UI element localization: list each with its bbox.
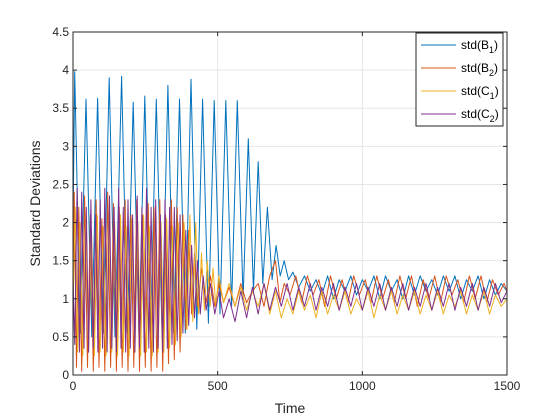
legend-label-text: std(C: [461, 84, 490, 98]
axis-ticks: 0 500 1000 1500 0 0.5 1 1.5 2 2.5 3 3.5 4 4.5: [52, 25, 520, 393]
series-lines: [72, 71, 508, 372]
legend-label-close: ): [495, 84, 499, 98]
x-axis-label: Time: [275, 400, 306, 416]
y-tick-label: 3: [62, 139, 69, 153]
legend-label-text: std(C: [461, 107, 490, 121]
legend-box: [415, 32, 504, 127]
y-tick-label: 2.5: [52, 177, 69, 191]
x-tick-label: 1500: [494, 379, 521, 393]
series-line-4: [72, 187, 508, 353]
legend-label-text: std(B: [461, 61, 489, 75]
legend-label-subscript: 1: [489, 45, 494, 55]
legend-label-1: std(B1): [461, 38, 498, 55]
legend-label-subscript: 1: [490, 91, 495, 101]
legend-label-text: std(B: [461, 38, 489, 52]
y-tick-label: 3.5: [52, 101, 69, 115]
legend-label-subscript: 2: [489, 68, 494, 78]
series-line-1: [72, 71, 508, 338]
plot-frame: [72, 31, 508, 376]
y-tick-label: 4.5: [52, 25, 69, 39]
x-tick-label: 0: [70, 379, 77, 393]
legend-label-close: ): [495, 107, 499, 121]
y-tick-label: 1.5: [52, 254, 69, 268]
y-tick-label: 2: [62, 216, 69, 230]
legend-label-4: std(C2): [461, 107, 499, 124]
y-tick-label: 0.5: [52, 330, 69, 344]
x-tick-label: 500: [208, 379, 228, 393]
legend-label-subscript: 2: [490, 114, 495, 124]
legend-label-3: std(C1): [461, 84, 499, 101]
legend-label-close: ): [494, 61, 498, 75]
y-tick-label: 4: [62, 63, 69, 77]
y-tick-label: 0: [62, 368, 69, 382]
y-axis-label: Standard Deviations: [27, 140, 43, 266]
y-tick-label: 1: [62, 292, 69, 306]
x-tick-label: 1000: [349, 379, 376, 393]
legend: std(B1)std(B2)std(C1)std(C2): [415, 32, 504, 127]
legend-label-close: ): [494, 38, 498, 52]
legend-label-2: std(B2): [461, 61, 498, 78]
